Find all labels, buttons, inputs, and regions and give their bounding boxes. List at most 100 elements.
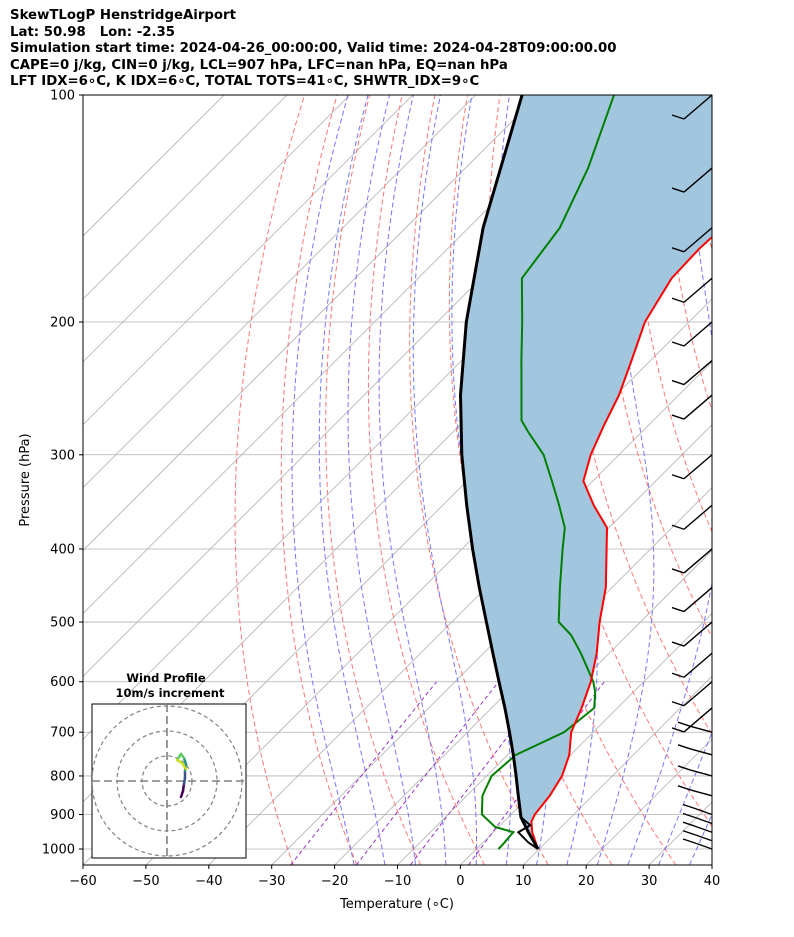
wind-barb-staff [683,587,713,613]
wind-barb-flag [677,785,691,791]
chart-header: SkewTLogP HenstridgeAirport Lat: 50.98 L… [10,8,617,91]
wind-barb [671,548,713,574]
wind-barb [671,94,713,120]
wind-barb [671,454,713,480]
wind-barb [671,504,713,530]
wind-barb [682,830,713,842]
wind-barb-flag [671,414,685,420]
wind-barb-flag [671,524,685,530]
wind-barb-staff [683,321,713,347]
wind-barb [677,744,713,756]
wind-barb-flag [682,803,696,810]
wind-profile-subtitle: 10m/s increment [116,686,225,700]
dry-adiabat-line [280,95,358,865]
moist-adiabat-line [291,95,355,865]
y-tick-label: 800 [50,769,75,784]
wind-barb-staff [689,789,713,797]
wind-barb-flag [671,672,685,678]
isotherm-line [334,487,712,865]
isotherm-line [523,675,712,865]
y-tick-label: 700 [50,726,75,741]
inset-plot-area [92,704,246,858]
wind-barb-staff [683,277,713,303]
wind-barb-staff [689,748,713,756]
wind-barb [671,277,713,303]
wind-barb-staff [683,227,713,253]
dewpoint-line [480,95,615,850]
wind-barb [671,394,713,420]
wind-barb-flag [677,744,691,750]
wind-profile-inset: Wind Profile 10m/s increment [91,671,247,859]
wind-barb-staff [694,807,713,816]
stability-indices: LFT IDX=6∘C, K IDX=6∘C, TOTAL TOTS=41∘C,… [10,74,480,89]
wind-barb-flag [671,701,685,707]
wind-barbs [671,94,713,850]
moist-adiabat-line [412,95,477,865]
wind-barb-flag [671,568,685,574]
parcel-path-line [458,95,540,850]
moist-adiabat-line [658,730,712,865]
wind-barb-flag [671,641,685,647]
axes: −60 −50 −40 −30 −20 −10 0 10 20 30 40 1000 900 800 700… [42,89,720,890]
hodograph-segment [180,761,188,771]
wind-barb-staff [683,94,713,120]
moist-adiabat-line [378,95,447,865]
wind-barb [671,707,713,733]
dry-adiabat-line [367,95,485,865]
wind-barb [682,812,713,825]
wind-barb-flag [671,606,685,613]
wind-barb [677,765,713,777]
wind-barb [671,621,713,647]
dry-adiabat-line [325,95,422,865]
x-tick-label: 20 [578,874,595,889]
wind-barb-staff [683,167,713,193]
parcel-surface-line [516,816,539,850]
x-tick-label: 30 [641,874,658,889]
wind-barb [671,652,713,678]
wind-barb-flag [677,721,691,727]
y-tick-label: 200 [50,315,75,330]
x-tick-label: −60 [69,874,96,889]
wind-barb [671,681,713,707]
y-tick-label: 400 [50,542,75,557]
wind-barb [671,227,713,253]
isotherm-line [83,95,476,489]
moist-adiabat-line [596,95,655,865]
isotherm-line [83,95,288,300]
mixing-ratio-line [355,681,499,865]
y-tick-label: 100 [50,89,75,104]
wind-barb-staff [683,621,713,647]
wind-barb-flag [682,830,696,836]
wind-barb-flag [671,379,685,386]
x-tick-label: −50 [132,874,159,889]
x-tick-label: −40 [195,874,222,889]
wind-barb [677,785,713,797]
cin-shading-area [460,95,712,849]
y-tick-label: 300 [50,448,75,463]
wind-barb [677,721,713,733]
isotherm-line [711,864,712,865]
wind-profile-title: Wind Profile [126,671,206,685]
convective-parameters: CAPE=0 j/kg, CIN=0 j/kg, LCL=907 hPa, LF… [10,57,508,73]
isotherm-line [83,95,602,614]
wind-barb-flag [671,297,685,303]
dry-adiabat-line [234,95,305,865]
wind-barb [671,167,713,193]
wind-barb [671,587,713,613]
y-axis-label: Pressure (hPa) [18,433,33,526]
wind-barb-flag [671,114,685,120]
dry-adiabat-line [595,95,712,639]
x-tick-label: −30 [258,874,285,889]
moist-adiabat-line [318,95,386,865]
dry-adiabat-line [728,95,794,865]
y-tick-label: 1000 [42,843,75,858]
isotherm-line [83,95,413,426]
wind-barb [682,821,713,833]
wind-barb-staff [683,681,713,707]
simulation-times: Simulation start time: 2024-04-26_00:00:… [10,41,617,56]
wind-barb-staff [689,725,713,733]
isotherm-line [271,424,712,865]
y-tick-label: 900 [50,808,75,823]
chart-title: SkewTLogP HenstridgeAirport [10,8,236,23]
wind-barb-staff [689,769,713,777]
